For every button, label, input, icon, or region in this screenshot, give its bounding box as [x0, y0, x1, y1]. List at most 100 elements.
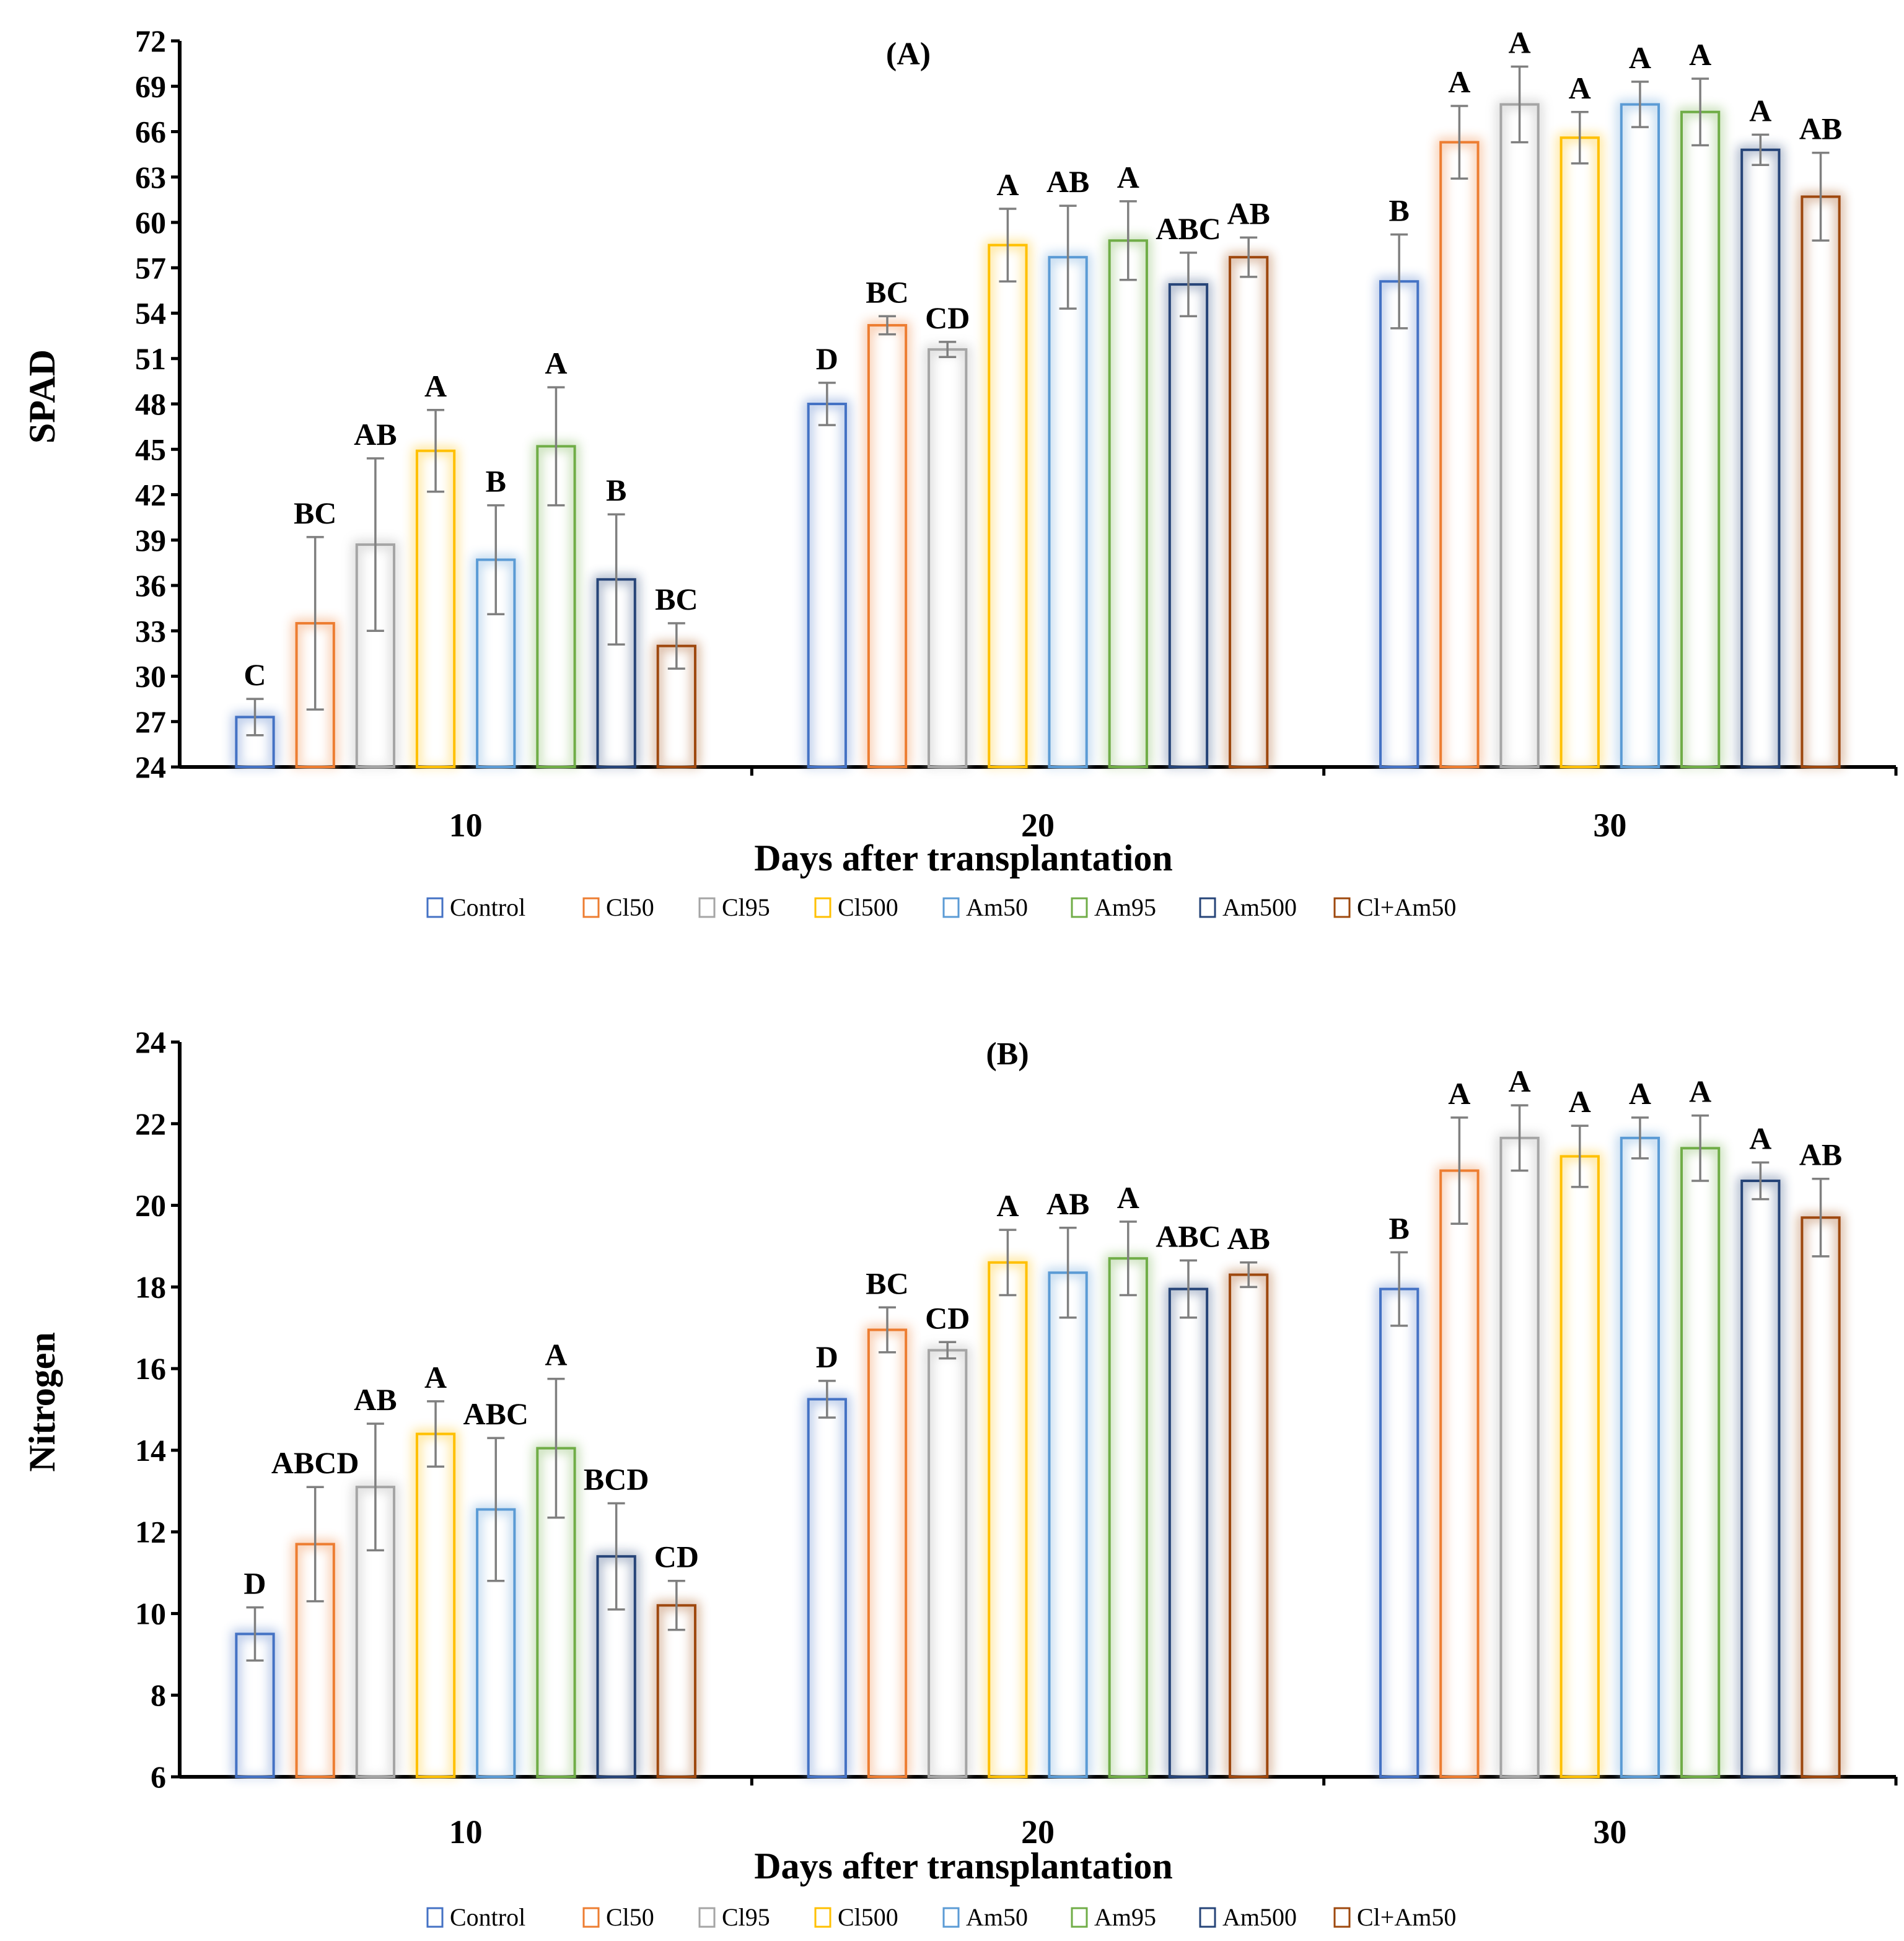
legend-label: Cl+Am50: [1357, 1903, 1456, 1931]
legend-swatch: [1199, 897, 1216, 918]
bar-inner: [1384, 1292, 1415, 1777]
significance-letter: A: [1689, 37, 1711, 72]
significance-letter: A: [996, 167, 1019, 202]
bar-inner: [420, 1437, 451, 1777]
bar-inner: [1053, 261, 1083, 767]
significance-letter: D: [243, 1566, 266, 1601]
y-tick-label: 20: [135, 1188, 166, 1223]
y-tick-label: 33: [135, 613, 166, 648]
significance-letter: A: [1448, 1076, 1470, 1111]
bar-inner: [1805, 200, 1836, 767]
legend-label: Am500: [1222, 1903, 1297, 1931]
significance-letter: ABC: [1156, 1219, 1221, 1254]
y-tick-label: 54: [135, 296, 166, 331]
significance-letter: C: [243, 657, 266, 692]
bar-inner: [420, 454, 451, 767]
significance-letter: A: [1749, 93, 1771, 128]
legend-label: Am50: [966, 1903, 1028, 1931]
y-tick-label: 57: [135, 250, 166, 285]
significance-letter: A: [1749, 1121, 1771, 1155]
legend-swatch: [1333, 897, 1351, 918]
y-tick-label: 45: [135, 432, 166, 467]
significance-letter: A: [1117, 1180, 1139, 1215]
y-tick-label: 66: [135, 115, 166, 149]
y-tick-label: 12: [135, 1515, 166, 1549]
significance-letter: A: [996, 1188, 1019, 1223]
significance-letter: A: [1448, 64, 1470, 99]
x-tick-label: 20: [1021, 807, 1055, 844]
significance-letter: B: [606, 473, 626, 507]
bar-inner: [993, 248, 1023, 767]
y-tick-label: 39: [135, 523, 166, 558]
significance-letter: A: [1629, 40, 1651, 75]
significance-letter: A: [424, 369, 447, 403]
significance-letter: CD: [925, 1300, 970, 1335]
bar-inner: [1504, 108, 1535, 767]
legend-swatch: [814, 1907, 831, 1928]
y-tick-label: 36: [135, 568, 166, 603]
significance-letter: A: [1569, 1084, 1591, 1119]
legend-label: Cl50: [606, 893, 654, 921]
legend-swatch: [814, 897, 831, 918]
y-tick-label: 18: [135, 1269, 166, 1304]
y-tick-label: 14: [135, 1433, 166, 1468]
chart-title: (A): [886, 37, 931, 72]
y-tick-label: 69: [135, 69, 166, 103]
legend-swatch: [582, 897, 600, 918]
bar-inner: [1384, 285, 1415, 768]
legend-label: Control: [450, 1903, 525, 1931]
legend-label: Am95: [1094, 893, 1156, 921]
significance-letter: A: [1629, 1076, 1651, 1111]
legend-swatch: [426, 1907, 444, 1928]
legend-label: Am500: [1222, 893, 1297, 921]
bar-inner: [1685, 115, 1716, 768]
significance-letter: A: [1508, 25, 1530, 60]
significance-letter: D: [816, 341, 838, 376]
bar-inner: [1625, 108, 1656, 767]
significance-letter: BCD: [584, 1462, 649, 1497]
bar-inner: [932, 353, 963, 767]
x-tick-label: 10: [449, 807, 483, 844]
bar-inner: [872, 329, 903, 767]
legend-swatch: [698, 1907, 716, 1928]
significance-letter: AB: [1046, 164, 1089, 199]
y-tick-label: 48: [135, 387, 166, 421]
legend-swatch: [1333, 1907, 1351, 1928]
bar-inner: [1234, 1278, 1264, 1777]
legend-swatch: [698, 897, 716, 918]
significance-letter: BC: [655, 582, 698, 616]
bar-inner: [872, 1333, 903, 1777]
bar-inner: [1805, 1221, 1836, 1777]
legend-swatch: [426, 897, 444, 918]
y-tick-label: 22: [135, 1106, 166, 1141]
legend-label: Cl50: [606, 1903, 654, 1931]
y-axis-label: SPAD: [22, 349, 63, 444]
bar-inner: [1173, 1292, 1204, 1777]
y-tick-label: 24: [135, 750, 166, 784]
legend-swatch: [582, 1907, 600, 1928]
y-axis-label: Nitrogen: [22, 1332, 63, 1472]
y-tick-label: 72: [135, 24, 166, 58]
bar-inner: [1745, 153, 1776, 768]
y-tick-label: 51: [135, 341, 166, 376]
y-tick-label: 42: [135, 478, 166, 512]
x-tick-label: 30: [1593, 807, 1626, 844]
bar-inner: [1745, 1185, 1776, 1777]
bar-inner: [1173, 288, 1204, 767]
significance-letter: A: [1508, 1064, 1530, 1098]
y-tick-label: 10: [135, 1596, 166, 1631]
legend-label: Am50: [966, 893, 1028, 921]
significance-letter: ABCD: [271, 1445, 359, 1480]
y-tick-label: 30: [135, 659, 166, 694]
bar-inner: [932, 1354, 963, 1777]
significance-letter: CD: [925, 300, 970, 335]
legend-label: Cl+Am50: [1357, 893, 1456, 921]
bar-inner: [1113, 244, 1143, 767]
x-tick-label: 10: [449, 1813, 483, 1851]
significance-letter: A: [545, 1338, 567, 1372]
bar-inner: [812, 1403, 842, 1777]
x-axis-label: Days after transplantation: [754, 838, 1173, 878]
significance-letter: BC: [866, 274, 908, 309]
y-tick-label: 60: [135, 205, 166, 240]
significance-letter: B: [1389, 193, 1409, 228]
